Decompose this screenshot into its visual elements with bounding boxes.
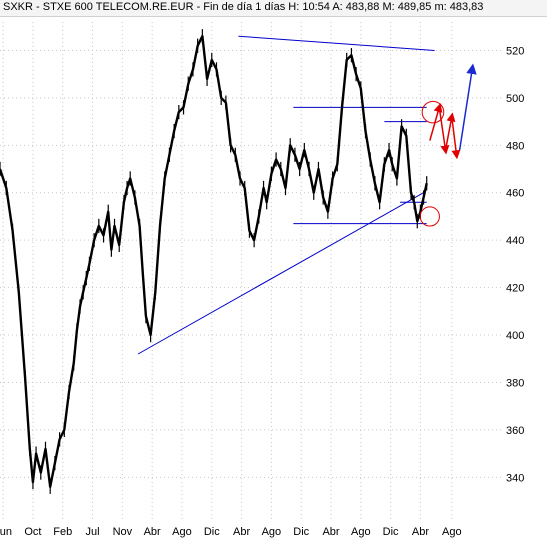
x-tick-label: Jun bbox=[0, 526, 12, 538]
x-tick-label: Dic bbox=[293, 526, 309, 538]
x-tick-label: Feb bbox=[53, 526, 72, 538]
x-tick-label: Abr bbox=[322, 526, 339, 538]
trendline bbox=[238, 36, 434, 50]
y-tick-label: 440 bbox=[506, 235, 524, 247]
annotation-layer bbox=[420, 69, 472, 226]
y-tick-label: 340 bbox=[506, 472, 524, 484]
y-tick-label: 380 bbox=[506, 377, 524, 389]
price-line bbox=[0, 36, 427, 487]
grid-layer bbox=[0, 22, 502, 520]
projection-arrow bbox=[460, 69, 473, 150]
x-tick-label: Ago bbox=[262, 526, 282, 538]
y-axis-ticks: 340 360 380 400 420 440 460 480 500 520 bbox=[506, 45, 524, 484]
projection-zigzag-segment bbox=[452, 117, 457, 155]
x-tick-label: Dic bbox=[204, 526, 220, 538]
highlight-circle bbox=[420, 207, 439, 226]
x-tick-label: Abr bbox=[233, 526, 250, 538]
x-tick-label: Abr bbox=[144, 526, 161, 538]
x-tick-label: Oct bbox=[24, 526, 41, 538]
x-tick-label: Ago bbox=[442, 526, 462, 538]
trendline-layer bbox=[138, 36, 434, 354]
x-axis-ticks: Jun Oct Feb Jul Nov Abr Ago Dic Abr Ago Dic Abr Ago D… bbox=[0, 526, 462, 538]
y-tick-label: 360 bbox=[506, 425, 524, 437]
x-tick-label: Ago bbox=[351, 526, 371, 538]
projection-zigzag-segment bbox=[439, 107, 445, 150]
x-tick-label: Abr bbox=[412, 526, 429, 538]
x-tick-label: Jul bbox=[86, 526, 100, 538]
x-tick-label: Nov bbox=[113, 526, 133, 538]
y-tick-label: 520 bbox=[506, 45, 524, 57]
y-tick-label: 480 bbox=[506, 140, 524, 152]
y-tick-label: 500 bbox=[506, 93, 524, 105]
trendline bbox=[138, 193, 424, 354]
y-tick-label: 460 bbox=[506, 188, 524, 200]
y-tick-label: 400 bbox=[506, 330, 524, 342]
x-tick-label: Ago bbox=[172, 526, 192, 538]
price-series-layer bbox=[0, 29, 427, 494]
x-tick-label: Dic bbox=[383, 526, 399, 538]
projection-zigzag-segment bbox=[430, 107, 439, 140]
y-tick-label: 420 bbox=[506, 283, 524, 295]
